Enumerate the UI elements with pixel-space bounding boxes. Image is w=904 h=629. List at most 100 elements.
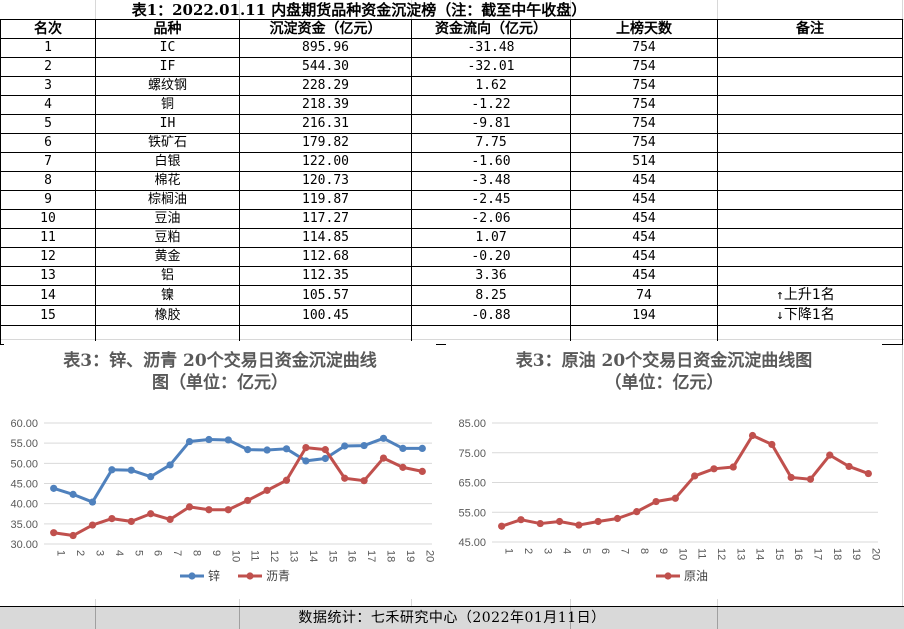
fund-cell[interactable]: 179.82	[239, 133, 412, 153]
name-cell[interactable]: 螺纹钢	[95, 76, 240, 96]
note-cell[interactable]	[717, 190, 903, 210]
note-cell[interactable]	[717, 95, 903, 115]
rank-cell[interactable]: 14	[0, 285, 96, 306]
header-note[interactable]: 备注	[717, 19, 903, 39]
fund-cell[interactable]: 114.85	[239, 228, 412, 248]
fund-cell[interactable]: 100.45	[239, 305, 412, 326]
rank-cell[interactable]: 9	[0, 190, 96, 210]
name-cell[interactable]: IF	[95, 57, 240, 77]
note-cell[interactable]	[717, 247, 903, 267]
flow-cell[interactable]: 3.36	[411, 266, 571, 286]
rank-cell[interactable]: 1	[0, 38, 96, 58]
days-cell[interactable]: 454	[570, 190, 718, 210]
note-cell[interactable]	[717, 76, 903, 96]
header-name[interactable]: 品种	[95, 19, 240, 39]
fund-cell[interactable]: 112.68	[239, 247, 412, 267]
fund-cell[interactable]: 119.87	[239, 190, 412, 210]
rank-cell[interactable]: 7	[0, 152, 96, 172]
flow-cell[interactable]: -9.81	[411, 114, 571, 134]
name-cell[interactable]: 铁矿石	[95, 133, 240, 153]
flow-cell[interactable]: -31.48	[411, 38, 571, 58]
rank-cell[interactable]: 13	[0, 266, 96, 286]
flow-cell[interactable]: -1.60	[411, 152, 571, 172]
fund-cell[interactable]: 112.35	[239, 266, 412, 286]
name-cell[interactable]: 棉花	[95, 171, 240, 191]
days-cell[interactable]: 454	[570, 171, 718, 191]
days-cell[interactable]: 754	[570, 76, 718, 96]
days-cell[interactable]: 74	[570, 285, 718, 306]
name-cell[interactable]: 铝	[95, 266, 240, 286]
rank-cell[interactable]: 6	[0, 133, 96, 153]
name-cell[interactable]: 铜	[95, 95, 240, 115]
rank-cell[interactable]: 4	[0, 95, 96, 115]
name-cell[interactable]: IH	[95, 114, 240, 134]
note-cell[interactable]	[717, 209, 903, 229]
note-cell[interactable]: ↓下降1名	[717, 305, 903, 326]
note-cell[interactable]	[717, 38, 903, 58]
name-cell[interactable]: 橡胶	[95, 305, 240, 326]
name-cell[interactable]: 白银	[95, 152, 240, 172]
fund-cell[interactable]: 216.31	[239, 114, 412, 134]
flow-cell[interactable]: 1.62	[411, 76, 571, 96]
days-cell[interactable]: 454	[570, 209, 718, 229]
chart-crude-oil[interactable]: 表3：原油 20个交易日资金沉淀曲线图 （单位：亿元） 45.00 55.00 65…	[446, 341, 882, 599]
flow-cell[interactable]: 8.25	[411, 285, 571, 306]
note-cell[interactable]: ↑上升1名	[717, 285, 903, 306]
name-cell[interactable]: 镍	[95, 285, 240, 306]
fund-cell[interactable]: 120.73	[239, 171, 412, 191]
rank-cell[interactable]: 2	[0, 57, 96, 77]
fund-cell[interactable]: 544.30	[239, 57, 412, 77]
fund-cell[interactable]: 105.57	[239, 285, 412, 306]
flow-cell[interactable]: -3.48	[411, 171, 571, 191]
fund-cell[interactable]: 228.29	[239, 76, 412, 96]
note-cell[interactable]	[717, 266, 903, 286]
days-cell[interactable]: 514	[570, 152, 718, 172]
days-cell[interactable]: 754	[570, 57, 718, 77]
flow-cell[interactable]: -32.01	[411, 57, 571, 77]
rank-cell[interactable]: 3	[0, 76, 96, 96]
header-days[interactable]: 上榜天数	[570, 19, 718, 39]
days-cell[interactable]: 754	[570, 95, 718, 115]
flow-cell[interactable]: -2.45	[411, 190, 571, 210]
days-cell[interactable]: 754	[570, 114, 718, 134]
name-cell[interactable]: 豆粕	[95, 228, 240, 248]
chart-zinc-asphalt[interactable]: 表3：锌、沥青 20个交易日资金沉淀曲线 图（单位：亿元） 30.00 35.00…	[4, 341, 436, 599]
days-cell[interactable]: 454	[570, 266, 718, 286]
flow-cell[interactable]: 7.75	[411, 133, 571, 153]
rank-cell[interactable]: 10	[0, 209, 96, 229]
fund-cell[interactable]: 122.00	[239, 152, 412, 172]
note-cell[interactable]	[717, 171, 903, 191]
flow-cell[interactable]: -1.22	[411, 95, 571, 115]
header-rank[interactable]: 名次	[0, 19, 96, 39]
days-cell[interactable]: 754	[570, 133, 718, 153]
flow-cell[interactable]: -2.06	[411, 209, 571, 229]
name-cell[interactable]: 棕榈油	[95, 190, 240, 210]
rank-cell[interactable]: 12	[0, 247, 96, 267]
fund-cell[interactable]: 895.96	[239, 38, 412, 58]
data-point	[282, 445, 291, 453]
rank-cell[interactable]: 15	[0, 305, 96, 326]
rank-cell[interactable]: 11	[0, 228, 96, 248]
name-cell[interactable]: IC	[95, 38, 240, 58]
header-flow[interactable]: 资金流向（亿元）	[411, 19, 571, 39]
x-tick-label: 11	[696, 548, 708, 559]
note-cell[interactable]	[717, 228, 903, 248]
flow-cell[interactable]: -0.20	[411, 247, 571, 267]
rank-cell[interactable]: 8	[0, 171, 96, 191]
flow-cell[interactable]: -0.88	[411, 305, 571, 326]
days-cell[interactable]: 194	[570, 305, 718, 326]
fund-cell[interactable]: 218.39	[239, 95, 412, 115]
days-cell[interactable]: 454	[570, 228, 718, 248]
flow-cell[interactable]: 1.07	[411, 228, 571, 248]
note-cell[interactable]	[717, 152, 903, 172]
name-cell[interactable]: 豆油	[95, 209, 240, 229]
days-cell[interactable]: 454	[570, 247, 718, 267]
rank-cell[interactable]: 5	[0, 114, 96, 134]
fund-cell[interactable]: 117.27	[239, 209, 412, 229]
name-cell[interactable]: 黄金	[95, 247, 240, 267]
note-cell[interactable]	[717, 57, 903, 77]
note-cell[interactable]	[717, 114, 903, 134]
note-cell[interactable]	[717, 133, 903, 153]
days-cell[interactable]: 754	[570, 38, 718, 58]
header-fund[interactable]: 沉淀资金（亿元）	[239, 19, 412, 39]
